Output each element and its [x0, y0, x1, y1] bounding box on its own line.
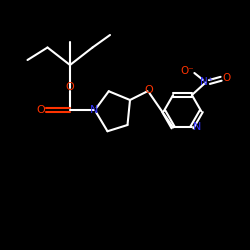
- Text: O⁻: O⁻: [180, 66, 194, 76]
- Text: N⁺: N⁺: [200, 77, 213, 87]
- Text: O: O: [66, 82, 74, 92]
- Text: N: N: [193, 122, 202, 132]
- Text: O: O: [144, 85, 153, 95]
- Text: N: N: [90, 104, 98, 115]
- Text: O: O: [36, 105, 45, 115]
- Text: O: O: [222, 72, 230, 83]
